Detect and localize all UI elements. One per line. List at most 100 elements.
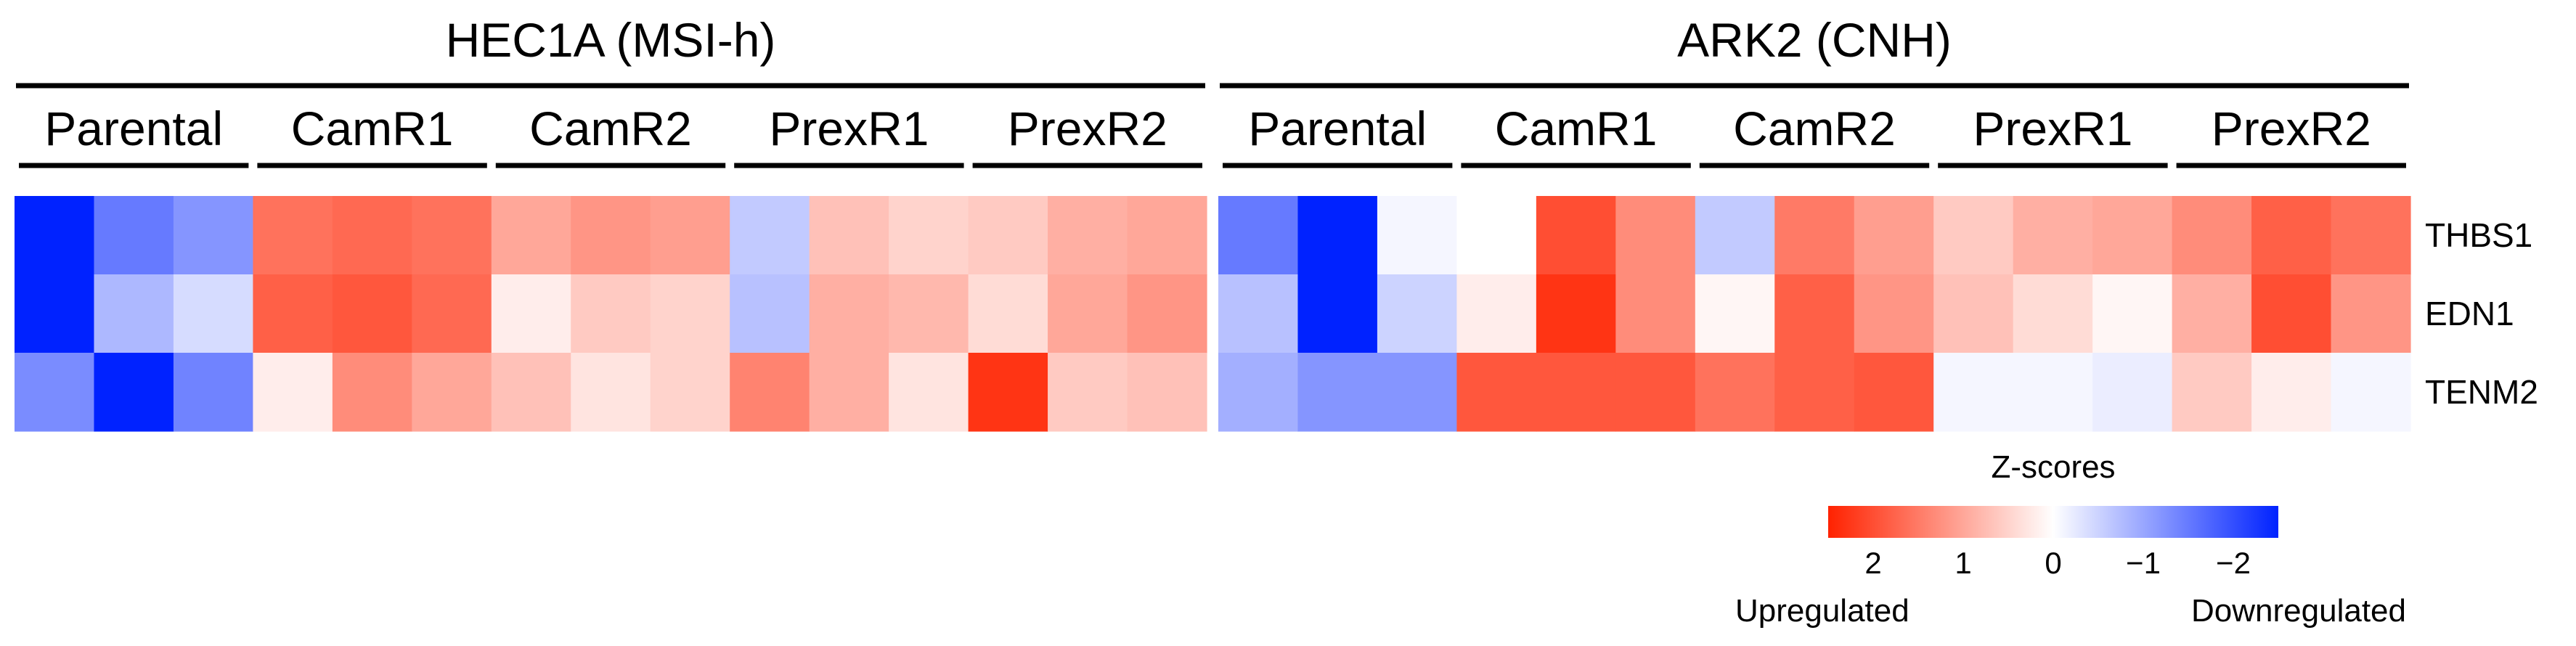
colorbar-tick-label: 2 — [1864, 546, 1881, 580]
heatmap-cell — [1695, 196, 1775, 275]
heatmap-cell — [1536, 274, 1616, 353]
heatmap-cell — [1615, 274, 1696, 353]
heatmap-cell — [332, 196, 412, 275]
heatmap-cell — [650, 274, 730, 353]
heatmap-cell — [1127, 274, 1207, 353]
heatmap-cell — [1933, 196, 2014, 275]
colorbar-gradient — [1828, 506, 2278, 538]
heatmap-cell — [412, 274, 492, 353]
heatmap-cell — [1456, 274, 1537, 353]
heatmap-cell — [2092, 353, 2173, 432]
heatmap-cell — [809, 353, 889, 432]
heatmap-cell — [1127, 196, 1207, 275]
heatmap-cell — [1218, 353, 1299, 432]
heatmap-cell — [1218, 196, 1299, 275]
heatmap-cell — [968, 196, 1048, 275]
group-label: PrexR1 — [1973, 102, 2132, 155]
heatmap-panels: HEC1A (MSI-h) Parental CamR1 CamR2 PrexR1 Pre… — [15, 13, 2411, 432]
heatmap-cell — [968, 353, 1048, 432]
heatmap-cell — [2251, 353, 2332, 432]
heatmap-cell — [571, 274, 651, 353]
heatmap-cell — [173, 274, 253, 353]
heatmap-cell — [1933, 274, 2014, 353]
heatmap-cell — [571, 353, 651, 432]
panel-title: ARK2 (CNH) — [1677, 13, 1952, 67]
heatmap-cell — [2251, 196, 2332, 275]
heatmap-cell — [491, 196, 571, 275]
heatmap-panel: HEC1A (MSI-h) Parental CamR1 CamR2 PrexR1 Pre… — [15, 13, 1207, 432]
heatmap-cell — [94, 353, 174, 432]
heatmap-cell — [809, 196, 889, 275]
heatmap-cell — [1615, 353, 1696, 432]
heatmap-cell — [1933, 353, 2014, 432]
heatmap-cell — [730, 274, 810, 353]
heatmap-cell — [173, 353, 253, 432]
group-label: PrexR1 — [769, 102, 929, 155]
heatmap-cell — [1854, 274, 1934, 353]
row-label: THBS1 — [2425, 216, 2532, 254]
heatmap-cell — [1377, 274, 1457, 353]
heatmap-cell — [809, 274, 889, 353]
panel-title: HEC1A (MSI-h) — [446, 13, 776, 67]
heatmap-cell — [1854, 353, 1934, 432]
heatmap-cell — [94, 274, 174, 353]
heatmap-cell — [2251, 274, 2332, 353]
heatmap-cell — [1774, 274, 1855, 353]
heatmap-cell — [650, 353, 730, 432]
heatmap-cell — [730, 353, 810, 432]
heatmap-cell — [650, 196, 730, 275]
heatmap-cell — [1695, 353, 1775, 432]
row-label: EDN1 — [2425, 295, 2514, 332]
heatmap-cell — [15, 196, 95, 275]
heatmap-cell — [332, 353, 412, 432]
heatmap-cell — [173, 196, 253, 275]
heatmap-cell — [889, 196, 969, 275]
group-label: CamR1 — [291, 102, 454, 155]
heatmap-cell — [94, 196, 174, 275]
colorbar-tick-label: −1 — [2126, 546, 2161, 580]
heatmap-cell — [1297, 353, 1378, 432]
colorbar-ticks: 2 1 0 −1 −2 — [1864, 546, 2251, 580]
heatmap-cell — [1774, 353, 1855, 432]
heatmap-cell — [571, 196, 651, 275]
heatmap-cell — [1536, 196, 1616, 275]
row-labels: THBS1 EDN1 TENM2 — [2425, 216, 2538, 411]
heatmap-cell — [889, 274, 969, 353]
group-label: Parental — [1248, 102, 1427, 155]
heatmap-cell — [491, 353, 571, 432]
heatmap-cell — [1615, 196, 1696, 275]
row-label: TENM2 — [2425, 373, 2538, 411]
heatmap-cell — [1218, 274, 1299, 353]
heatmap-cell — [2172, 196, 2252, 275]
colorbar-tick-label: 1 — [1955, 546, 1971, 580]
heatmap-cell — [1377, 353, 1457, 432]
heatmap-cell — [15, 353, 95, 432]
heatmap-cell — [2331, 196, 2411, 275]
group-label: Parental — [44, 102, 223, 155]
heatmap-cell — [1297, 274, 1378, 353]
heatmap-cell — [15, 274, 95, 353]
heatmap-cell — [2092, 196, 2173, 275]
heatmap-cell — [1456, 353, 1537, 432]
heatmap-cell — [253, 196, 333, 275]
heatmap-cell — [2092, 274, 2173, 353]
heatmap-cell — [1127, 353, 1207, 432]
heatmap-cell — [1456, 196, 1537, 275]
colorbar-tick-label: −2 — [2216, 546, 2251, 580]
heatmap-cell — [1297, 196, 1378, 275]
heatmap-cell — [2172, 274, 2252, 353]
heatmap-cell — [1048, 274, 1128, 353]
heatmap-cell — [1774, 196, 1855, 275]
heatmap-panel: ARK2 (CNH) Parental CamR1 CamR2 PrexR1 PrexR2 — [1218, 13, 2411, 432]
heatmap-cell — [2331, 274, 2411, 353]
heatmap-cell — [2013, 353, 2093, 432]
heatmap-cell — [253, 274, 333, 353]
group-label: PrexR2 — [2212, 102, 2371, 155]
heatmap-cell — [1695, 274, 1775, 353]
colorbar-tick-label: 0 — [2045, 546, 2061, 580]
heatmap-cell — [2172, 353, 2252, 432]
group-label: CamR1 — [1495, 102, 1658, 155]
heatmap-cell — [1048, 196, 1128, 275]
heatmap-cell — [253, 353, 333, 432]
